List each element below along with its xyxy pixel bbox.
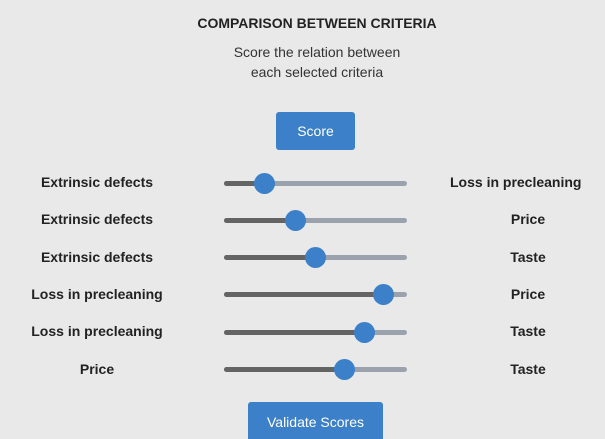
score-button[interactable]: Score <box>276 112 355 150</box>
left-criterion: Extrinsic defects <box>40 211 154 228</box>
right-criterion: Loss in precleaning <box>450 174 582 190</box>
left-criterion: Price <box>79 360 115 377</box>
right-criterion: Taste <box>510 248 546 265</box>
slider-thumb[interactable] <box>372 284 394 306</box>
slider-fill <box>224 329 365 335</box>
slider-fill <box>224 180 265 186</box>
left-criterion: Loss in precleaning <box>31 323 163 340</box>
slider-thumb[interactable] <box>253 172 275 194</box>
slider-fill <box>224 255 316 261</box>
slider-thumb[interactable] <box>305 247 326 269</box>
slider-track <box>224 217 407 223</box>
right-criterion: Price <box>510 285 546 302</box>
validate-button[interactable]: Validate Scores <box>248 402 383 439</box>
left-criterion: Extrinsic defects <box>40 248 154 265</box>
right-criterion: Taste <box>510 360 546 377</box>
left-criterion: Loss in precleaning <box>31 285 163 302</box>
right-criterion: Price <box>510 211 546 228</box>
slider-fill <box>224 217 296 223</box>
slider-track <box>224 180 407 186</box>
subtitle: each selected criteria <box>250 64 384 80</box>
title: COMPARISON BETWEEN CRITERIA <box>197 15 437 31</box>
slider-fill <box>224 292 384 298</box>
slider-fill <box>224 367 345 372</box>
left-criterion: Extrinsic defects <box>40 174 154 190</box>
slider-thumb[interactable] <box>354 321 376 343</box>
slider-thumb[interactable] <box>284 209 306 231</box>
right-criterion: Taste <box>510 323 546 340</box>
subtitle: Score the relation between <box>233 44 401 60</box>
slider-thumb[interactable] <box>334 359 356 380</box>
